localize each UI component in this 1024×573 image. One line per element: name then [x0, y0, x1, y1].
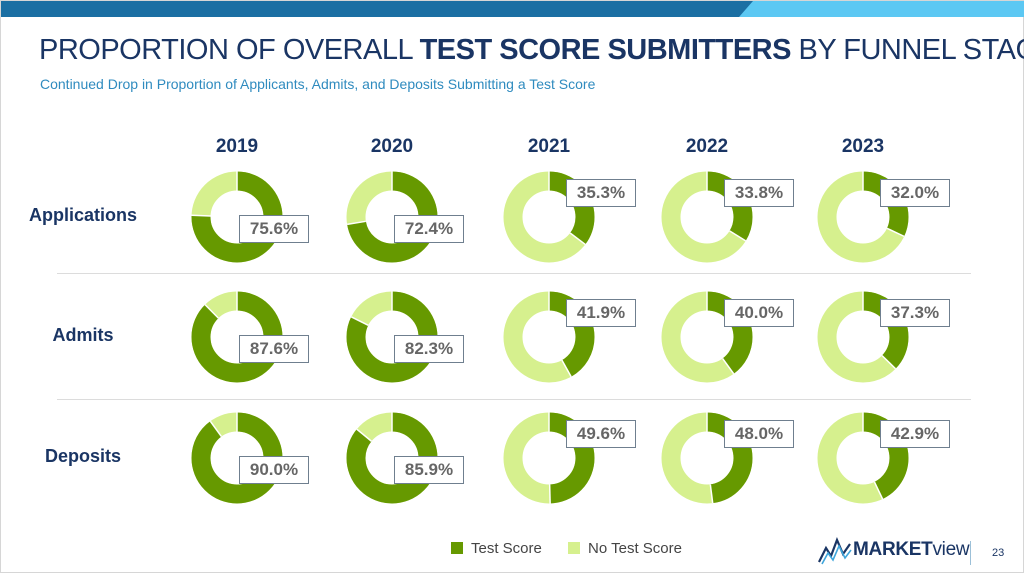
logo-text: MARKETview: [853, 539, 970, 561]
title-bold: TEST SCORE SUBMITTERS: [419, 34, 792, 66]
page-subtitle: Continued Drop in Proportion of Applican…: [40, 76, 596, 92]
logo-text-bold: MARKET: [853, 539, 933, 560]
legend: Test Score No Test Score: [451, 540, 704, 557]
donut-svg: [503, 171, 595, 263]
donut-applications-2021: [503, 171, 595, 263]
donut-deposits-2022: [661, 412, 753, 504]
page-number: 23: [992, 547, 1005, 559]
slice-separator: [873, 481, 884, 500]
slice-separator: [709, 484, 714, 504]
row-divider: [57, 399, 971, 400]
row-divider: [57, 273, 971, 274]
marketview-logo: MARKETview: [817, 534, 970, 566]
donut-svg: [503, 291, 595, 383]
slice-separator: [209, 420, 223, 438]
value-label: 87.6%: [239, 335, 309, 363]
value-label: 35.3%: [566, 179, 636, 207]
donut-deposits-2021: [503, 412, 595, 504]
year-header-2021: 2021: [527, 136, 571, 157]
logo-text-light: view: [932, 539, 970, 560]
donut-applications-2022: [661, 171, 753, 263]
slice-separator: [561, 359, 572, 378]
legend-label-no-test-score: No Test Score: [588, 540, 682, 557]
slice-separator: [729, 230, 747, 242]
value-label: 48.0%: [724, 420, 794, 448]
donut-admits-2021: [503, 291, 595, 383]
slice-separator: [191, 214, 211, 217]
legend-label-test-score: Test Score: [471, 540, 542, 557]
donut-svg: [503, 412, 595, 504]
donut-svg: [817, 412, 909, 504]
value-label: 41.9%: [566, 299, 636, 327]
slice-separator: [204, 304, 219, 319]
legend-item-test-score: Test Score: [451, 540, 542, 557]
slice-separator: [569, 232, 586, 246]
row-label-applications: Applications: [28, 205, 137, 225]
slice-separator: [881, 354, 897, 370]
slice-separator: [350, 316, 369, 326]
value-label: 40.0%: [724, 299, 794, 327]
value-label: 32.0%: [880, 179, 950, 207]
value-label: 85.9%: [394, 456, 464, 484]
slice-separator: [346, 220, 366, 226]
page-title: PROPORTION OF OVERALL TEST SCORE SUBMITT…: [39, 34, 1024, 67]
slice-separator: [721, 357, 735, 375]
year-header-2023: 2023: [841, 136, 885, 157]
value-label: 82.3%: [394, 335, 464, 363]
year-header-2022: 2022: [685, 136, 729, 157]
value-label: 33.8%: [724, 179, 794, 207]
slice-separator: [886, 227, 905, 238]
slice-separator: [356, 428, 372, 442]
value-label: 90.0%: [239, 456, 309, 484]
donut-deposits-2023: [817, 412, 909, 504]
legend-item-no-test-score: No Test Score: [568, 540, 682, 557]
title-prefix: PROPORTION OF OVERALL: [39, 34, 413, 66]
donut-svg: [661, 171, 753, 263]
donut-admits-2023: [817, 291, 909, 383]
top-banner-light: [739, 1, 1024, 17]
value-label: 72.4%: [394, 215, 464, 243]
donut-admits-2022: [661, 291, 753, 383]
legend-swatch-no-test-score: [568, 542, 581, 554]
year-header-2020: 2020: [370, 136, 414, 157]
value-label: 49.6%: [566, 420, 636, 448]
row-label-deposits: Deposits: [44, 446, 122, 466]
title-suffix: BY FUNNEL STAGE: [798, 34, 1024, 66]
donut-svg: [817, 291, 909, 383]
year-header-2019: 2019: [215, 136, 259, 157]
donut-svg: [661, 412, 753, 504]
donut-svg: [661, 291, 753, 383]
row-label-admits: Admits: [52, 325, 114, 345]
top-banner: [1, 1, 1024, 17]
legend-swatch-test-score: [451, 542, 463, 554]
donut-svg: [817, 171, 909, 263]
value-label: 75.6%: [239, 215, 309, 243]
footer-divider: [970, 541, 971, 565]
value-label: 37.3%: [880, 299, 950, 327]
logo-mark-icon: [818, 537, 852, 565]
donut-applications-2023: [817, 171, 909, 263]
value-label: 42.9%: [880, 420, 950, 448]
